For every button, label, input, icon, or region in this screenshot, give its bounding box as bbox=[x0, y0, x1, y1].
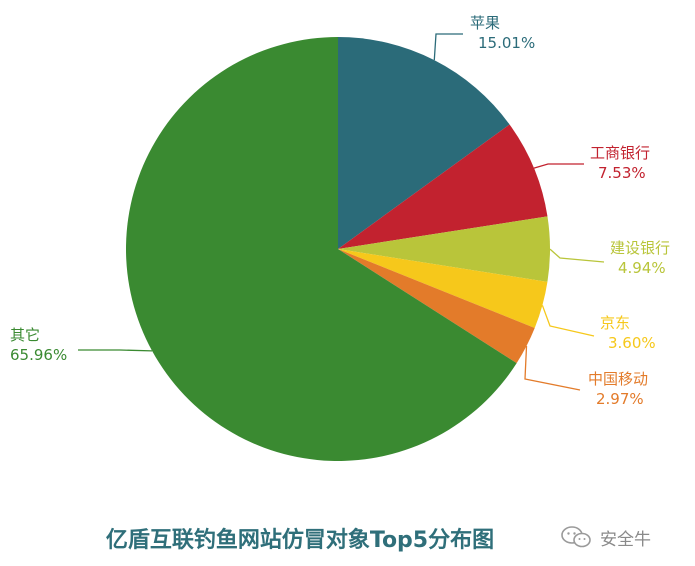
pie-slice bbox=[338, 249, 535, 364]
pie-slice bbox=[338, 37, 510, 249]
leader-line bbox=[541, 305, 595, 337]
watermark-text: 安全牛 bbox=[600, 529, 651, 550]
slice-value-label: 3.60% bbox=[608, 334, 656, 352]
pie-slice bbox=[338, 124, 548, 249]
pie-slice bbox=[126, 37, 517, 461]
slice-value-label: 4.94% bbox=[618, 259, 666, 277]
slice-label: 其它 bbox=[10, 326, 40, 344]
slice-label: 京东 bbox=[600, 314, 630, 332]
slice-label: 建设银行 bbox=[610, 239, 670, 257]
leader-line bbox=[549, 248, 605, 263]
slice-label: 苹果 bbox=[470, 14, 500, 32]
slice-value-label: 7.53% bbox=[598, 164, 646, 182]
slice-value-label: 65.96% bbox=[10, 346, 67, 364]
leader-line bbox=[524, 345, 581, 391]
slice-label: 工商银行 bbox=[590, 144, 650, 162]
slice-value-label: 15.01% bbox=[478, 34, 535, 52]
chart-title: 亿盾互联钓鱼网站仿冒对象Top5分布图 bbox=[105, 528, 495, 553]
leader-line bbox=[533, 163, 584, 169]
leader-line bbox=[78, 349, 153, 352]
slice-label: 中国移动 bbox=[588, 370, 648, 388]
wechat-icon bbox=[561, 526, 591, 548]
pie-slice bbox=[338, 216, 551, 282]
pie-slice bbox=[338, 249, 548, 328]
leader-line bbox=[433, 33, 463, 61]
watermark: 安全牛 bbox=[560, 522, 651, 552]
slice-value-label: 2.97% bbox=[596, 390, 644, 408]
